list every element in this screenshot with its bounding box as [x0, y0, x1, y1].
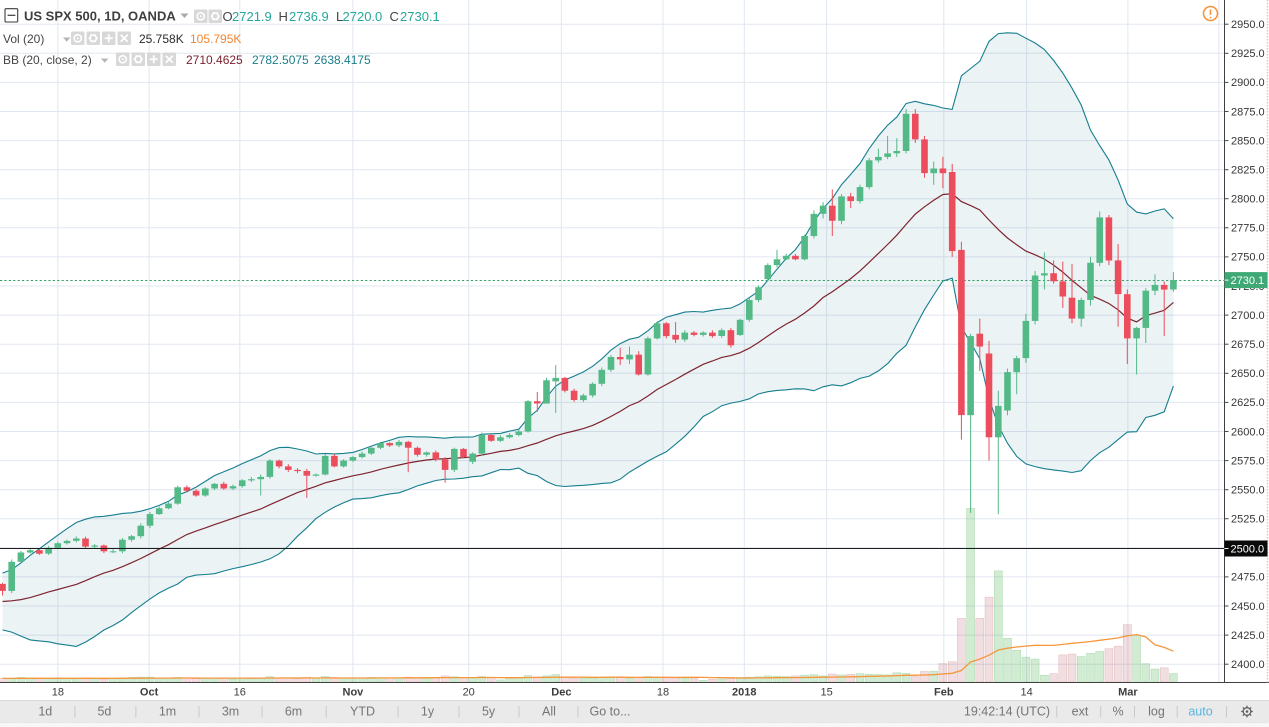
- svg-text:5y: 5y: [482, 705, 496, 719]
- svg-text:2600.0: 2600.0: [1231, 426, 1265, 438]
- svg-text:2730.1: 2730.1: [400, 9, 440, 24]
- svg-text:5d: 5d: [97, 705, 111, 719]
- svg-text:2900.0: 2900.0: [1231, 77, 1265, 89]
- svg-text:2721.9: 2721.9: [232, 9, 272, 24]
- svg-text:2750.0: 2750.0: [1231, 252, 1265, 264]
- svg-text:2950.0: 2950.0: [1231, 19, 1265, 31]
- svg-text:2500.0: 2500.0: [1231, 544, 1265, 556]
- svg-text:L: L: [336, 9, 343, 24]
- svg-text:2550.0: 2550.0: [1231, 485, 1265, 497]
- svg-text:1y: 1y: [421, 705, 435, 719]
- svg-text:15: 15: [820, 687, 832, 699]
- svg-text:2575.0: 2575.0: [1231, 455, 1265, 467]
- svg-text:18: 18: [52, 687, 64, 699]
- svg-text:Mar: Mar: [1118, 687, 1138, 699]
- svg-text:Go to...: Go to...: [590, 705, 631, 719]
- svg-text:2525.0: 2525.0: [1231, 514, 1265, 526]
- svg-text:US SPX 500, 1D, OANDA: US SPX 500, 1D, OANDA: [24, 9, 176, 24]
- svg-text:16: 16: [234, 687, 246, 699]
- svg-text:2775.0: 2775.0: [1231, 223, 1265, 235]
- svg-text:1m: 1m: [159, 705, 176, 719]
- svg-text:Oct: Oct: [140, 687, 159, 699]
- svg-text:2475.0: 2475.0: [1231, 572, 1265, 584]
- svg-text:105.795K: 105.795K: [190, 32, 241, 46]
- svg-text:25.758K: 25.758K: [139, 32, 184, 46]
- svg-text:2875.0: 2875.0: [1231, 106, 1265, 118]
- svg-text:YTD: YTD: [350, 705, 375, 719]
- svg-text:auto: auto: [1188, 705, 1212, 719]
- svg-text:2625.0: 2625.0: [1231, 397, 1265, 409]
- svg-text:2675.0: 2675.0: [1231, 339, 1265, 351]
- svg-text:2800.0: 2800.0: [1231, 194, 1265, 206]
- svg-text:6m: 6m: [285, 705, 302, 719]
- svg-text:H: H: [279, 9, 288, 24]
- svg-text:%: %: [1112, 705, 1123, 719]
- svg-text:2638.4175: 2638.4175: [314, 53, 371, 67]
- svg-text:1d: 1d: [38, 705, 52, 719]
- svg-text:ext: ext: [1072, 705, 1089, 719]
- svg-text:2782.5075: 2782.5075: [252, 53, 309, 67]
- svg-text:19:42:14 (UTC): 19:42:14 (UTC): [964, 705, 1050, 719]
- svg-text:All: All: [542, 705, 556, 719]
- svg-text:2400.0: 2400.0: [1231, 659, 1265, 671]
- svg-text:2850.0: 2850.0: [1231, 135, 1265, 147]
- svg-text:20: 20: [463, 687, 475, 699]
- svg-text:BB (20, close, 2): BB (20, close, 2): [3, 53, 92, 67]
- svg-text:Feb: Feb: [934, 687, 954, 699]
- svg-text:log: log: [1148, 705, 1165, 719]
- svg-text:2700.0: 2700.0: [1231, 310, 1265, 322]
- svg-text:3m: 3m: [222, 705, 239, 719]
- svg-text:2720.0: 2720.0: [343, 9, 383, 24]
- svg-text:2450.0: 2450.0: [1231, 601, 1265, 613]
- svg-text:Nov: Nov: [343, 687, 365, 699]
- svg-text:2018: 2018: [732, 687, 756, 699]
- svg-text:Vol (20): Vol (20): [3, 32, 44, 46]
- svg-text:2710.4625: 2710.4625: [186, 53, 243, 67]
- svg-text:14: 14: [1020, 687, 1032, 699]
- svg-text:2736.9: 2736.9: [289, 9, 329, 24]
- svg-text:2425.0: 2425.0: [1231, 630, 1265, 642]
- svg-text:Dec: Dec: [551, 687, 571, 699]
- svg-text:C: C: [390, 9, 399, 24]
- svg-text:O: O: [223, 9, 233, 24]
- svg-text:2650.0: 2650.0: [1231, 368, 1265, 380]
- svg-text:2730.1: 2730.1: [1231, 275, 1265, 287]
- svg-text:2925.0: 2925.0: [1231, 48, 1265, 60]
- svg-text:18: 18: [657, 687, 669, 699]
- svg-text:2825.0: 2825.0: [1231, 165, 1265, 177]
